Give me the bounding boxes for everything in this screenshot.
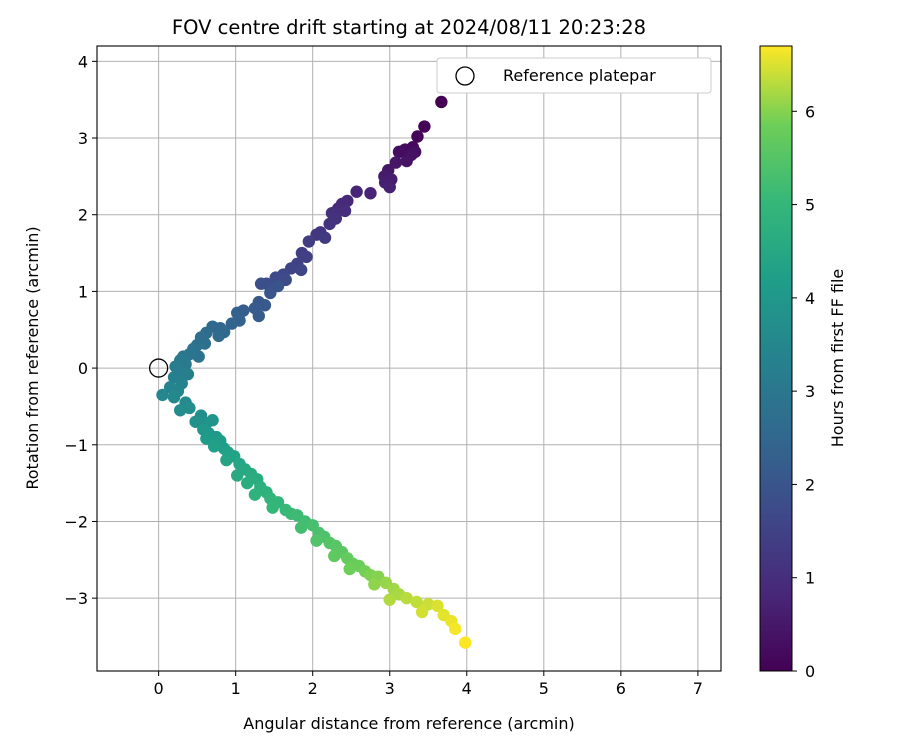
data-point xyxy=(181,368,195,381)
x-tick-label: 0 xyxy=(154,679,164,698)
x-axis-ticks: 0 1 2 3 4 5 6 7 xyxy=(154,671,703,698)
data-point xyxy=(294,521,308,534)
colorbar-gradient xyxy=(759,45,793,672)
legend: Reference platepar xyxy=(436,57,712,94)
data-point xyxy=(294,263,308,277)
x-tick-label: 6 xyxy=(616,679,626,698)
data-point xyxy=(254,277,268,290)
grid xyxy=(97,46,721,671)
y-axis-ticks: −3 −2 −1 0 1 2 3 4 xyxy=(64,52,97,608)
x-tick-label: 4 xyxy=(462,679,472,698)
y-tick-label: 1 xyxy=(78,282,88,301)
y-tick-label: 4 xyxy=(78,52,88,71)
data-point xyxy=(302,235,316,248)
colorbar-tick-label: 0 xyxy=(805,662,815,681)
data-point xyxy=(225,317,239,330)
data-point xyxy=(411,130,424,143)
reference-marker xyxy=(148,358,169,378)
data-point xyxy=(300,250,313,264)
x-tick-label: 5 xyxy=(539,679,549,698)
x-tick-label: 2 xyxy=(308,679,318,698)
data-point xyxy=(252,309,265,323)
plot-frame xyxy=(96,45,722,672)
data-point xyxy=(167,391,181,404)
data-point xyxy=(264,286,277,300)
data-point xyxy=(323,217,336,231)
colorbar-tick-label: 2 xyxy=(805,475,815,494)
data-point xyxy=(418,120,431,133)
legend-marker-icon xyxy=(455,66,475,86)
x-tick-label: 7 xyxy=(693,679,703,698)
data-point xyxy=(183,401,196,415)
data-point xyxy=(248,488,262,501)
colorbar-tick-label: 3 xyxy=(805,382,815,401)
data-point xyxy=(231,469,244,482)
colorbar-tick-label: 5 xyxy=(805,196,815,215)
data-point xyxy=(189,415,202,428)
y-tick-label: 3 xyxy=(78,129,88,148)
colorbar-tick-label: 6 xyxy=(805,102,815,121)
colorbar-ticks: 0 1 2 3 4 5 6 xyxy=(792,102,815,681)
data-point xyxy=(343,562,356,576)
y-tick-label: −2 xyxy=(64,512,88,531)
data-point xyxy=(383,180,396,194)
data-point xyxy=(350,185,363,198)
data-point xyxy=(338,204,352,218)
data-point xyxy=(449,622,462,636)
data-point xyxy=(415,605,429,619)
data-point xyxy=(364,187,377,200)
data-point xyxy=(266,501,279,514)
data-point xyxy=(258,299,272,312)
x-tick-label: 3 xyxy=(385,679,395,698)
data-point xyxy=(400,591,413,605)
data-point xyxy=(206,414,219,427)
data-point xyxy=(431,599,444,613)
data-point xyxy=(389,156,403,169)
data-point xyxy=(392,145,406,159)
y-tick-label: 0 xyxy=(78,359,88,378)
data-point xyxy=(220,453,233,467)
data-point xyxy=(435,95,448,109)
data-point xyxy=(410,595,423,609)
data-point xyxy=(212,329,225,343)
colorbar-label: Hours from first FF file xyxy=(828,269,847,448)
y-axis-label: Rotation from reference (arcmin) xyxy=(23,226,42,489)
data-point xyxy=(207,440,221,453)
data-point xyxy=(200,432,213,445)
scatter-points xyxy=(156,95,472,649)
data-point xyxy=(318,231,332,244)
legend-box xyxy=(436,57,712,94)
data-point xyxy=(156,388,169,402)
x-axis-label: Angular distance from reference (arcmin) xyxy=(243,714,574,733)
colorbar: 0 1 2 3 4 5 6 Hours from first FF file xyxy=(759,45,847,681)
colorbar-tick-label: 4 xyxy=(805,289,815,308)
y-tick-label: −1 xyxy=(64,436,88,455)
data-point xyxy=(459,636,472,649)
data-point xyxy=(368,578,381,591)
data-point xyxy=(328,549,341,563)
data-point xyxy=(400,154,413,168)
data-point xyxy=(310,534,323,547)
data-point xyxy=(241,476,254,490)
chart-title: FOV centre drift starting at 2024/08/11 … xyxy=(172,16,646,39)
x-tick-label: 1 xyxy=(231,679,241,698)
y-tick-label: 2 xyxy=(78,206,88,225)
legend-label: Reference platepar xyxy=(503,66,656,85)
y-tick-label: −3 xyxy=(64,589,88,608)
colorbar-tick-label: 1 xyxy=(805,569,815,588)
data-point xyxy=(383,593,396,606)
